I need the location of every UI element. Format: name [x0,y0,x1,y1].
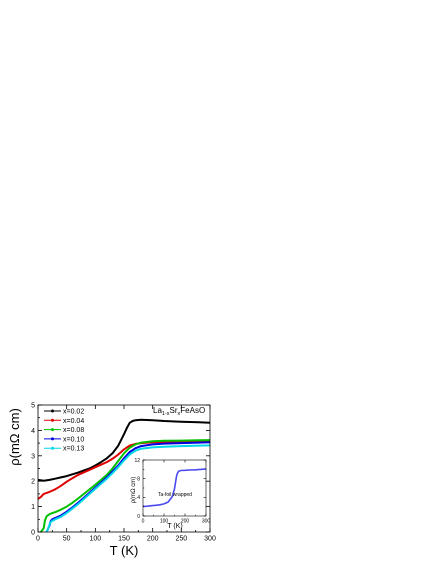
x-tick-label: 200 [181,519,190,525]
inset-x-axis-label: T (K) [167,523,182,530]
x-tick-label: 50 [63,536,71,543]
x-tick-label: 250 [175,536,187,543]
legend-swatch-marker [51,428,54,432]
y-tick-label: 4 [31,428,35,435]
legend-swatch-marker [51,409,54,413]
legend-label: x=0.08 [63,427,84,434]
x-tick-label: 100 [89,536,101,543]
y-tick-label: 8 [137,476,140,482]
series-line-5 [45,444,211,533]
x-tick-label: 300 [204,536,216,543]
x-tick-label: 100 [160,519,169,525]
compound-annotation: La1-xSrxFeAsO [153,406,205,417]
legend-label: x=0.02 [63,409,84,416]
inset-chart: 0 100 200 300 0 4 8 12 ρ(mΩ cm) T (K) Ta-foil w… [131,458,210,530]
legend-swatch-marker [51,437,54,441]
legend: x=0.02 x=0.04 x=0.08 x=0.10 x=0.13 [44,409,84,453]
y-tick-label: 5 [31,402,35,409]
annotation-base: La [153,406,162,415]
y-tick-label: 1 [31,504,35,511]
series-line-3 [40,439,211,533]
inset-y-axis-label: ρ(mΩ cm) [131,477,137,504]
y-tick-label: 2 [31,479,35,486]
annotation-sub1: 1-x [162,411,170,417]
annotation-mid: Sr [170,406,178,415]
inset-background [138,459,206,516]
x-tick-label: 300 [202,519,211,525]
legend-swatch-marker [51,446,54,450]
x-tick-label: 150 [118,536,130,543]
legend-swatch-marker [51,418,54,422]
x-axis-label: T (K) [110,543,139,558]
y-tick-label: 3 [31,453,35,460]
legend-label: x=0.10 [63,436,84,443]
y-tick-label: 12 [134,458,140,464]
legend-label: x=0.04 [63,418,84,425]
x-tick-label: 200 [147,536,159,543]
y-tick-label: 0 [31,529,35,536]
y-tick-label: 0 [137,514,140,520]
series-line-1 [142,468,207,508]
inset-annotation: Ta-foil wrapped [158,492,192,498]
y-axis-label: ρ(mΩ cm) [7,408,22,466]
y-tick-label: 4 [137,495,140,501]
annotation-tail: FeAsO [180,406,205,415]
series-line-1 [37,418,211,482]
annotation-sub2: x [178,411,181,417]
x-tick-label: 0 [142,519,145,525]
legend-label: x=0.13 [63,446,84,453]
x-tick-label: 0 [36,536,40,543]
inset-plot-area: 0 100 200 300 0 4 8 12 [134,458,210,525]
